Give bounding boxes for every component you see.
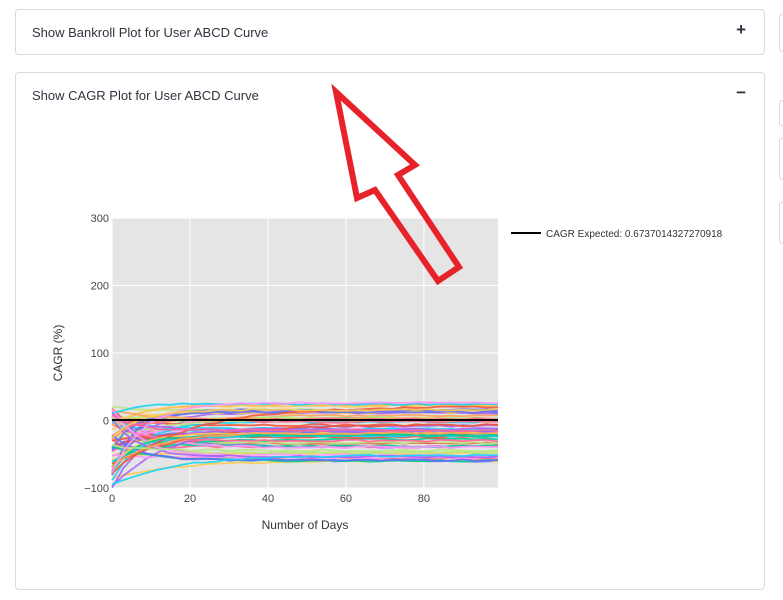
side-scroll-tab [779,138,783,180]
bankroll-plot-expander[interactable]: Show Bankroll Plot for User ABCD Curve + [15,9,765,55]
side-scroll-tab [779,14,783,52]
side-scroll-tab [779,100,783,126]
x-axis-title: Number of Days [262,518,349,532]
simulation-line [111,405,499,475]
x-tick-label: 20 [184,493,196,505]
simulation-line [111,408,499,439]
y-tick-label: 300 [91,213,109,225]
y-axis-title: CAGR (%) [51,325,65,382]
cagr-expander-title: Show CAGR Plot for User ABCD Curve [32,88,259,103]
red-arrow-annotation [331,83,464,286]
simulation-line [111,402,499,414]
simulation-line [111,431,499,469]
y-tick-label: 200 [91,281,109,293]
chart-legend[interactable]: CAGR Expected: 0.6737014327270918 [511,229,723,240]
x-tick-label: 0 [109,493,115,505]
y-tick-label: 0 [103,416,109,428]
cagr-expander-header[interactable]: Show CAGR Plot for User ABCD Curve − [16,73,764,119]
x-tick-label: 40 [262,493,274,505]
bankroll-expander-title: Show Bankroll Plot for User ABCD Curve [32,25,269,40]
simulation-line [111,444,499,453]
x-tick-label: 60 [340,493,352,505]
legend-label: CAGR Expected: 0.6737014327270918 [546,229,723,240]
simulation-line [111,453,498,486]
x-tick-label: 80 [418,493,430,505]
simulation-line [111,433,499,473]
y-tick-label: −100 [84,483,109,495]
simulation-line [111,434,499,463]
y-tick-label: 100 [91,348,109,360]
simulation-line [111,413,499,433]
collapse-minus-icon[interactable]: − [736,83,746,102]
bankroll-expander-header[interactable]: Show Bankroll Plot for User ABCD Curve + [16,10,764,56]
side-scroll-tab [779,202,783,244]
simulation-line [111,423,499,465]
arrow-shape [331,83,464,286]
expand-plus-icon[interactable]: + [736,20,746,39]
